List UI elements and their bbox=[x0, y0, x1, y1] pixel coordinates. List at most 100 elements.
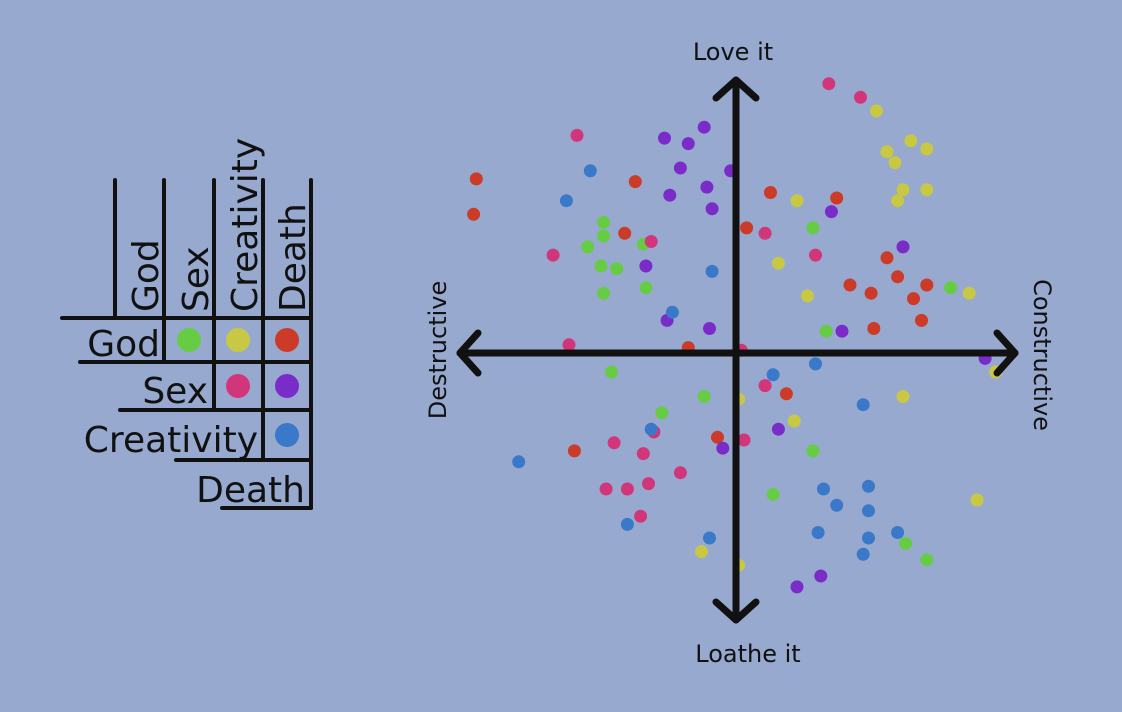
scatter-point-sex-creativity bbox=[737, 433, 751, 447]
scatter-point-sex-death bbox=[835, 324, 849, 338]
legend-col-header-god: God bbox=[126, 239, 167, 312]
scatter-point-sex-death bbox=[697, 120, 711, 134]
scatter-point-sex-death bbox=[824, 205, 838, 219]
scatter-point-sex-creativity bbox=[809, 248, 822, 262]
scatter-point-sex-creativity bbox=[636, 447, 650, 461]
scatter-point-creativity-death bbox=[862, 504, 875, 518]
legend-row-header-god: God bbox=[87, 324, 160, 365]
y-axis-arrow-top bbox=[712, 76, 760, 102]
scatter-point-creativity-death bbox=[817, 482, 830, 496]
scatter-point-sex-creativity bbox=[634, 509, 648, 523]
scatter-point-sex-creativity bbox=[758, 379, 772, 393]
scatter-point-god-sex bbox=[639, 281, 653, 295]
scatter-point-sex-creativity bbox=[599, 482, 613, 496]
scatter-point-creativity-death bbox=[620, 517, 634, 531]
scatter-point-sex-creativity bbox=[673, 466, 687, 480]
scatter-point-god-sex bbox=[899, 536, 913, 550]
scatter-point-god-death bbox=[467, 207, 481, 221]
scatter-point-sex-death bbox=[896, 240, 910, 254]
scatter-point-sex-death bbox=[639, 259, 653, 273]
scatter-point-god-sex bbox=[920, 553, 934, 567]
scatter-point-god-creativity bbox=[896, 183, 910, 197]
scatter-point-sex-creativity bbox=[620, 482, 634, 496]
scatter-point-god-sex bbox=[610, 262, 624, 276]
scatter-point-god-death bbox=[843, 278, 857, 292]
scatter-point-god-creativity bbox=[920, 183, 934, 197]
scatter-point-sex-death bbox=[716, 441, 730, 455]
scatter-point-god-creativity bbox=[870, 104, 883, 118]
scatter-point-god-creativity bbox=[891, 194, 905, 208]
legend-col-header-sex: Sex bbox=[176, 246, 217, 312]
scatter-point-god-sex bbox=[766, 487, 780, 501]
scatter-point-sex-death bbox=[663, 188, 677, 202]
scatter-point-god-sex bbox=[819, 324, 833, 338]
scatter-point-god-sex bbox=[605, 365, 618, 379]
scatter-point-creativity-death bbox=[811, 526, 825, 539]
scatter-point-sex-death bbox=[705, 202, 719, 216]
scatter-point-sex-death bbox=[673, 161, 687, 175]
scatter-point-god-creativity bbox=[970, 493, 984, 507]
scatter-point-god-death bbox=[779, 387, 793, 401]
scatter-point-god-death bbox=[740, 221, 754, 235]
scatter-point-sex-creativity bbox=[644, 235, 658, 248]
scatter-point-sex-death bbox=[700, 180, 714, 194]
scatter-point-sex-creativity bbox=[607, 436, 621, 450]
scatter-point-creativity-death bbox=[856, 547, 870, 561]
scatter-point-god-death bbox=[618, 226, 632, 240]
y-axis-arrow-bottom bbox=[712, 598, 760, 624]
y-axis-label-top: Love it bbox=[693, 38, 773, 66]
scatter-point-god-sex bbox=[597, 215, 610, 229]
legend-matrix: God Sex Creativity Death God Sex Creativ… bbox=[60, 138, 314, 511]
scatter-point-sex-creativity bbox=[822, 77, 836, 91]
scatter-point-god-sex bbox=[806, 444, 820, 458]
scatter-point-god-creativity bbox=[771, 256, 785, 270]
scatter-point-creativity-death bbox=[665, 305, 679, 319]
legend-row-header-creativity: Creativity bbox=[84, 420, 258, 461]
legend-cell-god-death bbox=[275, 328, 299, 352]
scatter-point-god-creativity bbox=[695, 545, 708, 559]
scatter-point-god-death bbox=[867, 322, 881, 335]
scatter-point-god-creativity bbox=[920, 142, 934, 156]
scatter-point-creativity-death bbox=[559, 194, 573, 208]
scatter-point-god-death bbox=[628, 175, 642, 189]
legend-row-header-death: Death bbox=[196, 470, 305, 511]
scatter-point-god-sex bbox=[594, 259, 608, 273]
scatter-point-creativity-death bbox=[512, 455, 526, 469]
scatter-chart: Love it Loathe it Destructive Constructi… bbox=[424, 38, 1056, 668]
scatter-point-sex-death bbox=[681, 137, 695, 151]
scatter-point-god-death bbox=[711, 430, 724, 444]
scatter-point-god-sex bbox=[944, 281, 958, 295]
scatter-point-god-creativity bbox=[787, 414, 801, 428]
legend-cell-god-creativity bbox=[226, 328, 250, 352]
legend-cell-sex-creativity bbox=[226, 374, 250, 398]
scatter-point-creativity-death bbox=[862, 531, 875, 545]
scatter-point-sex-creativity bbox=[854, 90, 867, 104]
x-axis-label-left: Destructive bbox=[424, 281, 452, 419]
x-axis-label-right: Constructive bbox=[1028, 279, 1056, 431]
scatter-point-sex-creativity bbox=[758, 226, 772, 240]
scatter-point-god-creativity bbox=[880, 145, 894, 159]
scatter-point-god-death bbox=[469, 172, 483, 186]
scatter-point-creativity-death bbox=[583, 164, 597, 178]
scatter-point-creativity-death bbox=[703, 531, 716, 545]
scatter-point-creativity-death bbox=[856, 398, 870, 412]
scatter-point-sex-death bbox=[703, 322, 716, 335]
scatter-point-god-sex bbox=[581, 240, 595, 254]
scatter-point-god-creativity bbox=[904, 134, 918, 148]
scatter-point-god-creativity bbox=[896, 390, 910, 403]
y-axis-label-bottom: Loathe it bbox=[695, 640, 800, 668]
scatter-points bbox=[467, 77, 1003, 594]
legend-row-header-sex: Sex bbox=[142, 371, 208, 412]
scatter-point-god-death bbox=[880, 251, 894, 265]
scatter-point-god-creativity bbox=[801, 289, 814, 303]
scatter-point-sex-death bbox=[771, 422, 785, 436]
scatter-point-god-sex bbox=[597, 286, 610, 300]
legend-col-header-creativity: Creativity bbox=[225, 138, 266, 312]
scatter-point-sex-death bbox=[790, 580, 804, 594]
scatter-point-sex-creativity bbox=[546, 248, 560, 262]
scatter-point-god-creativity bbox=[888, 156, 902, 170]
scatter-point-god-sex bbox=[806, 221, 820, 235]
scatter-point-creativity-death bbox=[705, 264, 719, 278]
scatter-point-god-death bbox=[567, 444, 581, 458]
scatter-point-god-death bbox=[891, 270, 905, 284]
